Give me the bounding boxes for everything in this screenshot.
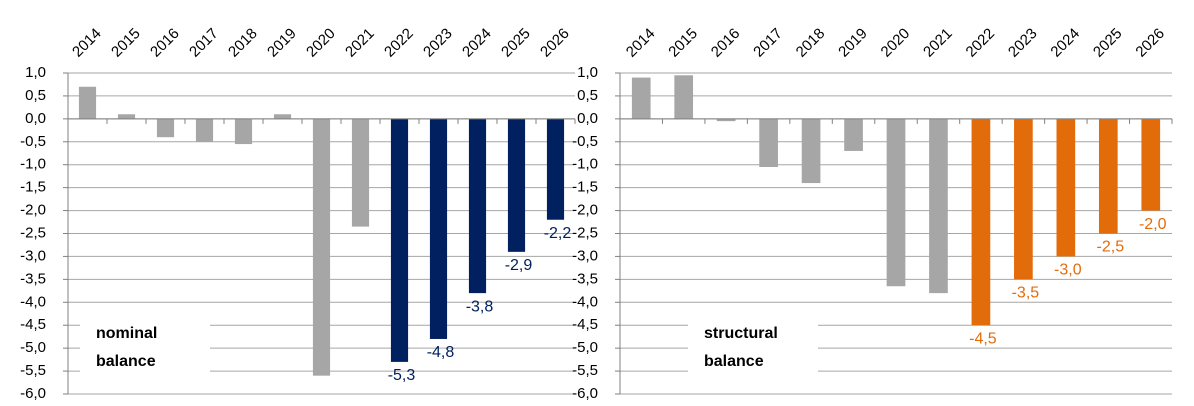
x-tick-label: 2023 [1005, 25, 1041, 61]
x-tick-label: 2021 [342, 25, 378, 61]
y-tick-label: -1,0 [572, 156, 598, 173]
data-label: -3,8 [466, 298, 494, 315]
bar [468, 118, 487, 294]
y-tick-label: -5,5 [20, 362, 46, 379]
bar [844, 118, 863, 151]
bar [801, 118, 821, 184]
y-tick-label: 0,5 [25, 87, 46, 104]
x-tick-label: 2018 [793, 25, 829, 61]
y-tick-label: -2,0 [20, 202, 46, 219]
data-label: -4,5 [969, 330, 997, 347]
x-tick-label: 2019 [264, 25, 300, 61]
bar [273, 114, 292, 119]
y-tick-label: -5,0 [572, 339, 598, 356]
y-tick-label: -3,5 [572, 270, 598, 287]
x-tick-label: 2026 [1132, 25, 1168, 61]
annotation: balance [704, 353, 764, 370]
annotation-box [688, 318, 818, 382]
data-label: -2,9 [505, 257, 533, 274]
data-label: -3,0 [1054, 262, 1082, 279]
x-tick-label: 2022 [963, 25, 999, 61]
y-tick-label: -3,5 [20, 270, 46, 287]
bar [716, 118, 736, 122]
x-tick-label: 2020 [878, 25, 914, 61]
annotation: nominal [96, 325, 157, 342]
bar [1141, 118, 1161, 211]
bar [1056, 118, 1076, 257]
x-tick-label: 2026 [537, 25, 573, 61]
x-tick-label: 2019 [835, 25, 871, 61]
data-label: -3,5 [1012, 285, 1040, 302]
bar [507, 118, 526, 252]
bar [117, 114, 136, 119]
x-tick-label: 2025 [498, 25, 534, 61]
bar [759, 118, 778, 168]
y-tick-label: -2,5 [20, 224, 46, 241]
y-tick-label: -4,0 [572, 293, 598, 310]
bar [929, 118, 948, 294]
bar [971, 118, 991, 326]
data-label: -2,2 [544, 225, 572, 242]
x-tick-label: 2018 [225, 25, 261, 61]
y-tick-label: -1,5 [20, 179, 46, 196]
bar [351, 118, 370, 227]
y-tick-label: -5,0 [20, 339, 46, 356]
x-tick-label: 2017 [750, 25, 786, 61]
x-tick-label: 2015 [665, 25, 701, 61]
x-tick-label: 2017 [186, 25, 222, 61]
bar [312, 118, 331, 376]
x-tick-label: 2022 [381, 25, 417, 61]
y-tick-label: -0,5 [572, 133, 598, 150]
x-tick-label: 2016 [708, 25, 744, 61]
y-tick-label: -1,0 [20, 156, 46, 173]
bar [631, 77, 651, 119]
bar [234, 118, 253, 145]
bar [156, 118, 175, 138]
data-label: -5,3 [388, 367, 416, 384]
bar [195, 118, 214, 142]
x-tick-label: 2021 [920, 25, 956, 61]
y-tick-label: -5,5 [572, 362, 598, 379]
bar [1098, 118, 1118, 234]
x-tick-label: 2014 [69, 25, 105, 61]
x-tick-label: 2016 [147, 25, 183, 61]
y-tick-label: -2,0 [572, 202, 598, 219]
y-tick-label: -0,5 [20, 133, 46, 150]
y-tick-label: 0,5 [577, 87, 598, 104]
y-tick-label: -4,5 [572, 316, 598, 333]
bar [390, 118, 409, 362]
y-tick-label: -3,0 [572, 247, 598, 264]
annotation: balance [96, 353, 156, 370]
y-tick-label: -6,0 [20, 385, 46, 402]
x-tick-label: 2025 [1090, 25, 1126, 61]
bar [886, 118, 906, 287]
x-tick-label: 2024 [1047, 25, 1083, 61]
y-tick-label: 0,0 [577, 110, 598, 127]
x-tick-label: 2015 [108, 25, 144, 61]
annotation-box [80, 318, 210, 382]
x-tick-label: 2014 [623, 25, 659, 61]
bar [429, 118, 448, 339]
y-tick-label: 0,0 [25, 110, 46, 127]
y-tick-label: -4,0 [20, 293, 46, 310]
x-tick-label: 2024 [459, 25, 495, 61]
data-label: -2,0 [1139, 216, 1167, 233]
data-label: -2,5 [1097, 239, 1125, 256]
bar [1014, 118, 1033, 280]
y-tick-label: -3,0 [20, 247, 46, 264]
data-label: -4,8 [427, 344, 455, 361]
x-tick-label: 2020 [303, 25, 339, 61]
x-tick-label: 2023 [420, 25, 456, 61]
y-tick-label: -6,0 [572, 385, 598, 402]
y-tick-label: -2,5 [572, 224, 598, 241]
y-tick-label: 1,0 [577, 64, 598, 81]
annotation: structural [704, 325, 778, 342]
bar [78, 86, 97, 119]
y-tick-label: -1,5 [572, 179, 598, 196]
bar [546, 118, 565, 220]
y-tick-label: 1,0 [25, 64, 46, 81]
bar [674, 75, 694, 119]
y-tick-label: -4,5 [20, 316, 46, 333]
